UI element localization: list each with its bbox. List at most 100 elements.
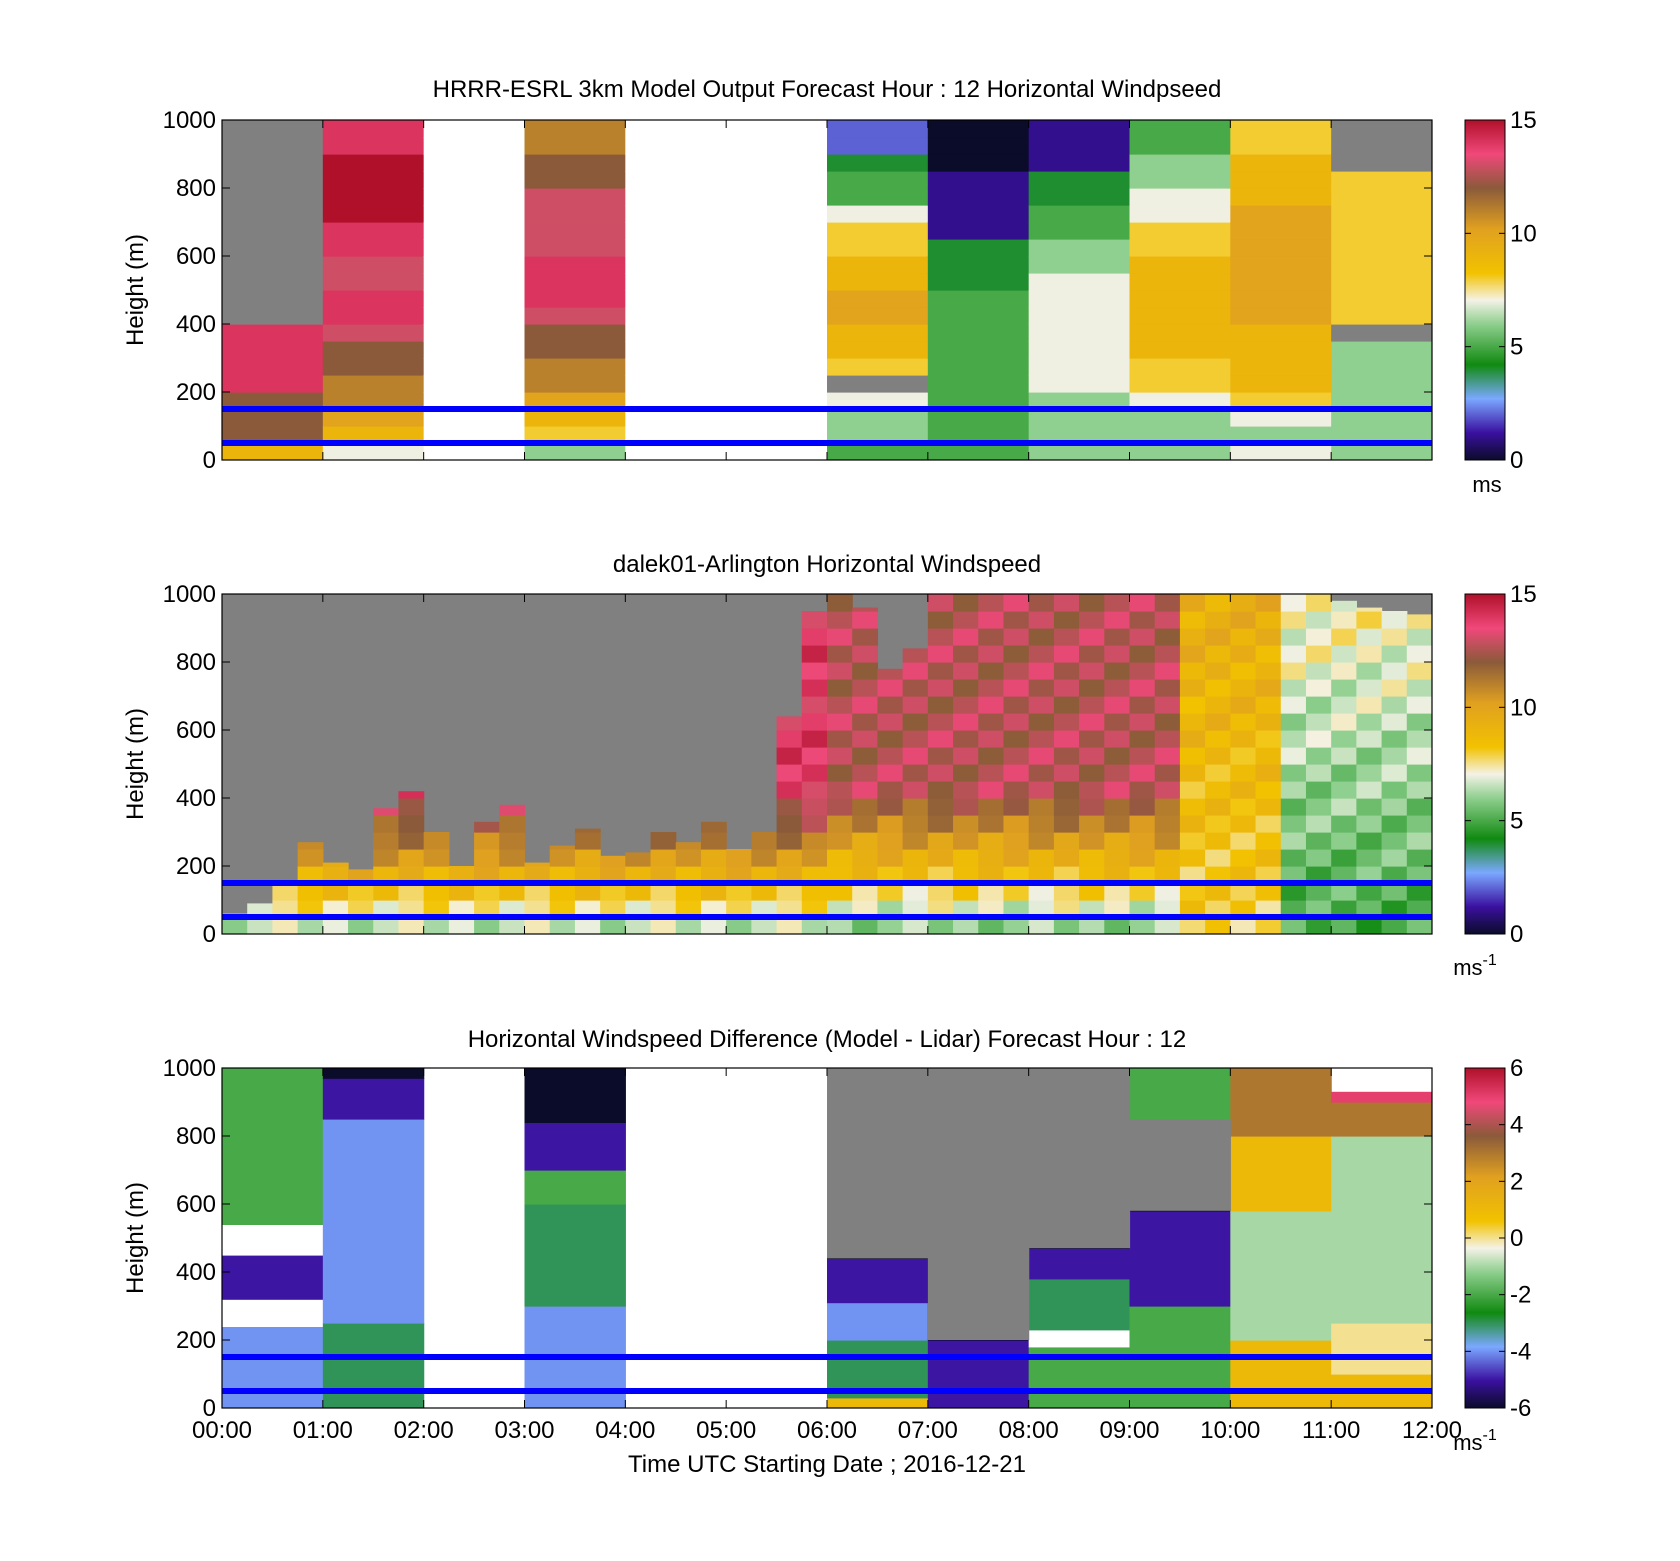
- heatmap-cell: [1230, 798, 1257, 816]
- heatmap-cell: [373, 849, 400, 867]
- heatmap-cell: [927, 798, 954, 816]
- heatmap-cell: [222, 1224, 324, 1256]
- heatmap-cell: [751, 832, 778, 850]
- heatmap-cell: [1255, 594, 1282, 612]
- heatmap-cell: [297, 917, 324, 934]
- heatmap-cell: [625, 256, 727, 274]
- heatmap-cell: [1255, 662, 1282, 680]
- heatmap-cell: [927, 256, 1030, 274]
- heatmap-cell: [1179, 917, 1206, 934]
- heatmap-cell: [801, 917, 828, 934]
- heatmap-cell: [1003, 679, 1030, 697]
- heatmap-cell: [902, 883, 929, 901]
- heatmap-cell: [1331, 900, 1357, 918]
- heatmap-cell: [1230, 239, 1332, 257]
- heatmap-cell: [1381, 628, 1408, 646]
- heatmap-cell: [1053, 798, 1080, 816]
- heatmap-cell: [1129, 679, 1156, 697]
- heatmap-cell: [1028, 679, 1055, 697]
- heatmap-cell: [1154, 747, 1181, 765]
- heatmap-cell: [1053, 883, 1080, 901]
- y-tick-label: 800: [176, 649, 216, 676]
- heatmap-cell: [852, 917, 879, 934]
- heatmap-cell: [852, 628, 879, 646]
- heatmap-cell: [1230, 222, 1332, 240]
- heatmap-cell: [1381, 645, 1408, 663]
- panel-lidar-xticks: [221, 594, 1433, 934]
- colorbar-tick-label: 2: [1510, 1168, 1523, 1195]
- heatmap-cell: [524, 239, 626, 257]
- heatmap-cell: [1053, 917, 1080, 934]
- heatmap-cell: [827, 611, 853, 629]
- heatmap-cell: [1179, 628, 1206, 646]
- heatmap-cell: [222, 273, 324, 291]
- heatmap-cell: [1305, 730, 1332, 748]
- heatmap-cell: [927, 273, 1030, 291]
- heatmap-cell: [1079, 798, 1105, 816]
- heatmap-cell: [827, 324, 929, 342]
- heatmap-cell: [1079, 764, 1105, 782]
- panel-model-colorbar: 0 5 10 15 ms: [1464, 107, 1537, 497]
- heatmap-cell: [726, 917, 752, 934]
- heatmap-cell: [1179, 713, 1206, 731]
- heatmap-cell: [1280, 662, 1307, 680]
- heatmap-cell: [448, 917, 475, 934]
- heatmap-cell: [751, 883, 778, 901]
- heatmap-cell: [322, 443, 425, 460]
- heatmap-cell: [1205, 798, 1231, 816]
- heatmap-cell: [574, 866, 601, 884]
- heatmap-cell: [1230, 188, 1332, 206]
- heatmap-cell: [1205, 764, 1231, 782]
- heatmap-cell: [524, 1204, 626, 1307]
- x-tick-label: 10:00: [1200, 1417, 1260, 1444]
- heatmap-cell: [1079, 917, 1105, 934]
- heatmap-cell: [978, 917, 1005, 934]
- heatmap-cell: [726, 866, 752, 884]
- heatmap-cell: [801, 832, 828, 850]
- heatmap-cell: [1154, 900, 1181, 918]
- heatmap-cell: [1331, 137, 1432, 155]
- heatmap-cell: [1230, 1391, 1332, 1408]
- heatmap-cell: [625, 324, 727, 342]
- heatmap-cell: [1230, 256, 1332, 274]
- colorbar-tick-label: -4: [1510, 1338, 1531, 1365]
- heatmap-cell: [222, 188, 324, 206]
- heatmap-cell: [1331, 273, 1432, 291]
- heatmap-cell: [1406, 883, 1432, 901]
- heatmap-cell: [222, 358, 324, 376]
- heatmap-cell: [1406, 764, 1432, 782]
- heatmap-cell: [423, 392, 526, 410]
- heatmap-cell: [902, 849, 929, 867]
- heatmap-cell: [1280, 900, 1307, 918]
- heatmap-cell: [978, 730, 1005, 748]
- heatmap-cell: [1381, 781, 1408, 799]
- heatmap-cell: [423, 358, 526, 376]
- heatmap-cell: [1053, 747, 1080, 765]
- heatmap-cell: [1154, 798, 1181, 816]
- panel-model-reflines: [222, 406, 1432, 446]
- colorbar-tick-label: 10: [1510, 694, 1537, 721]
- heatmap-cell: [953, 849, 979, 867]
- heatmap-cell: [1129, 849, 1156, 867]
- heatmap-cell: [1028, 866, 1055, 884]
- heatmap-cell: [927, 917, 954, 934]
- y-tick-label: 600: [176, 1191, 216, 1218]
- heatmap-cell: [322, 1068, 425, 1079]
- heatmap-cell: [1003, 645, 1030, 663]
- heatmap-cell: [1129, 375, 1231, 393]
- heatmap-cell: [1230, 781, 1257, 799]
- heatmap-cell: [1305, 594, 1332, 612]
- heatmap-cell: [625, 188, 727, 206]
- heatmap-cell: [1205, 679, 1231, 697]
- heatmap-cell: [1154, 611, 1181, 629]
- heatmap-cell: [1230, 594, 1257, 612]
- heatmap-cell: [978, 628, 1005, 646]
- heatmap-cell: [978, 645, 1005, 663]
- heatmap-cell: [726, 849, 752, 867]
- heatmap-cell: [1305, 713, 1332, 731]
- heatmap-cell: [1331, 341, 1432, 359]
- heatmap-cell: [1305, 866, 1332, 884]
- heatmap-cell: [549, 849, 576, 867]
- heatmap-cell: [1406, 696, 1432, 714]
- colorbar-tick-label: 4: [1510, 1112, 1523, 1139]
